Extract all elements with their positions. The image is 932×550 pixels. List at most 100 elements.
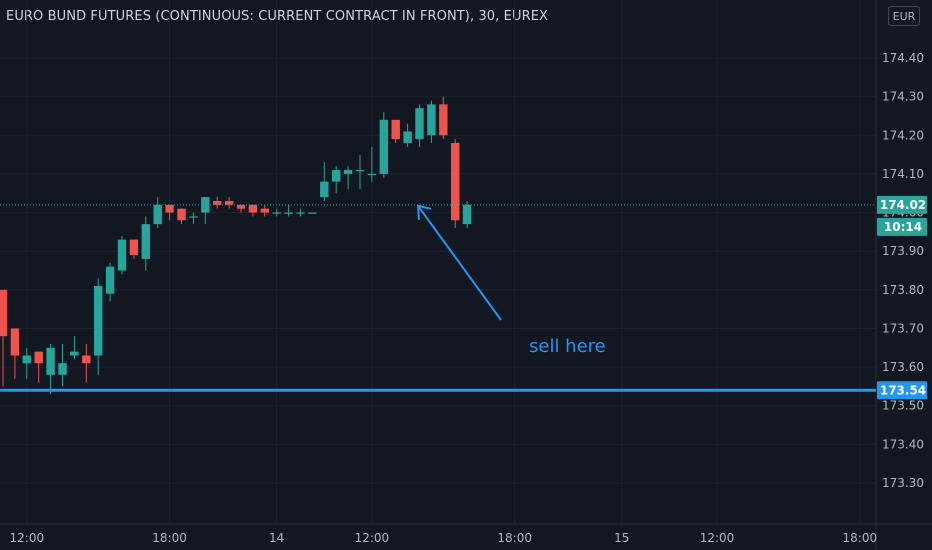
candle-body	[22, 355, 31, 364]
candle-up	[296, 208, 305, 217]
candle-body	[201, 197, 210, 213]
candle-body	[58, 363, 67, 375]
x-tick-label: 15	[614, 531, 629, 545]
countdown-label-text: 10:14	[884, 220, 922, 234]
candle-body	[296, 212, 305, 214]
candle-body	[355, 170, 365, 172]
y-tick-label: 174.40	[882, 51, 924, 65]
candle-body	[403, 131, 412, 143]
candle-up	[379, 112, 388, 178]
annotation-text[interactable]: sell here	[529, 336, 606, 357]
candle-up	[320, 162, 329, 201]
candle-body	[224, 200, 234, 205]
last-price-label-text: 174.02	[880, 198, 926, 212]
y-tick-label: 173.50	[882, 399, 924, 413]
y-tick-label: 174.10	[882, 167, 924, 181]
candle-down	[82, 343, 91, 383]
candle-down	[213, 197, 222, 209]
candle-down	[224, 197, 234, 209]
candle-up	[343, 166, 353, 190]
last-price-label-bg	[877, 195, 927, 214]
candle-body	[462, 204, 472, 225]
candle-down	[439, 96, 448, 140]
y-tick-label: 173.90	[882, 244, 924, 258]
candle-body	[70, 351, 79, 356]
candle-body	[379, 119, 388, 174]
price-labels: 174.02 10:14 173.54	[877, 195, 927, 400]
candle-down	[10, 328, 20, 379]
candle-up	[117, 235, 127, 275]
y-tick-label: 173.30	[882, 476, 924, 490]
candle-body	[272, 212, 281, 214]
candle-up	[367, 146, 377, 182]
countdown-label-bg	[877, 217, 927, 236]
candles	[0, 96, 472, 395]
candle-up	[462, 200, 472, 228]
arrow-shaft	[417, 205, 502, 321]
candle-body	[117, 239, 127, 271]
candle-up	[70, 336, 79, 360]
annotation-arrow[interactable]	[416, 204, 502, 321]
y-tick-label: 173.60	[882, 360, 924, 374]
candle-down	[177, 208, 186, 225]
x-tick-label: 18:00	[152, 531, 187, 545]
candle-down	[248, 204, 258, 217]
candle-up	[272, 208, 281, 217]
candle-up	[189, 212, 198, 225]
candle-body	[236, 204, 246, 209]
candle-body	[10, 328, 20, 356]
horizontal-line-label-bg	[877, 381, 927, 400]
candle-up	[201, 197, 210, 225]
candle-down	[0, 289, 8, 387]
y-tick-label: 174.30	[882, 90, 924, 104]
candle-body	[46, 347, 55, 375]
candle-down	[451, 139, 460, 228]
candle-body	[189, 216, 198, 218]
x-tick-label: 12:00	[355, 531, 390, 545]
y-tick-label: 173.80	[882, 283, 924, 297]
candle-body	[427, 104, 436, 136]
candle-body	[308, 212, 317, 214]
candle-up	[141, 216, 150, 271]
time-axis[interactable]: 12:00 18:00 14 12:00 18:00 15 12:00 18:00	[10, 531, 878, 545]
last-price-label: 174.02	[877, 195, 927, 214]
candle-body	[34, 351, 43, 364]
candle-down	[165, 204, 174, 221]
candle-body	[177, 208, 186, 221]
countdown-label: 10:14	[877, 217, 927, 236]
y-tick-label: 174.20	[882, 128, 924, 142]
candle-body	[367, 173, 377, 176]
currency-button[interactable]: EUR	[888, 6, 920, 26]
candle-body	[153, 204, 162, 225]
x-tick-label: 12:00	[10, 531, 45, 545]
candle-body	[415, 108, 424, 140]
candle-up	[284, 204, 293, 217]
price-axis[interactable]: 174.40174.30174.20174.10174.00173.90173.…	[882, 51, 924, 490]
y-tick-label: 173.70	[882, 321, 924, 335]
candle-down	[391, 119, 400, 143]
candle-body	[248, 204, 258, 213]
candle-up	[427, 100, 436, 143]
candle-up	[46, 343, 55, 395]
candle-body	[141, 224, 150, 259]
x-tick-label: 14	[269, 531, 284, 545]
candle-body	[0, 289, 8, 337]
y-tick-label: 173.40	[882, 437, 924, 451]
horizontal-line-label-text: 173.54	[880, 383, 926, 397]
candle-body	[260, 208, 269, 213]
candle-up	[415, 104, 424, 147]
candle-body	[165, 204, 174, 213]
candle-up	[153, 197, 162, 228]
arrow-head	[416, 204, 432, 220]
x-tick-label: 18:00	[843, 531, 878, 545]
candle-body	[105, 266, 115, 294]
x-tick-label: 18:00	[497, 531, 532, 545]
candle-up	[403, 123, 412, 147]
candle-body	[213, 200, 222, 205]
candle-body	[94, 285, 103, 356]
candle-down	[260, 204, 269, 217]
candle-up	[332, 166, 341, 194]
candle-down	[129, 239, 139, 259]
